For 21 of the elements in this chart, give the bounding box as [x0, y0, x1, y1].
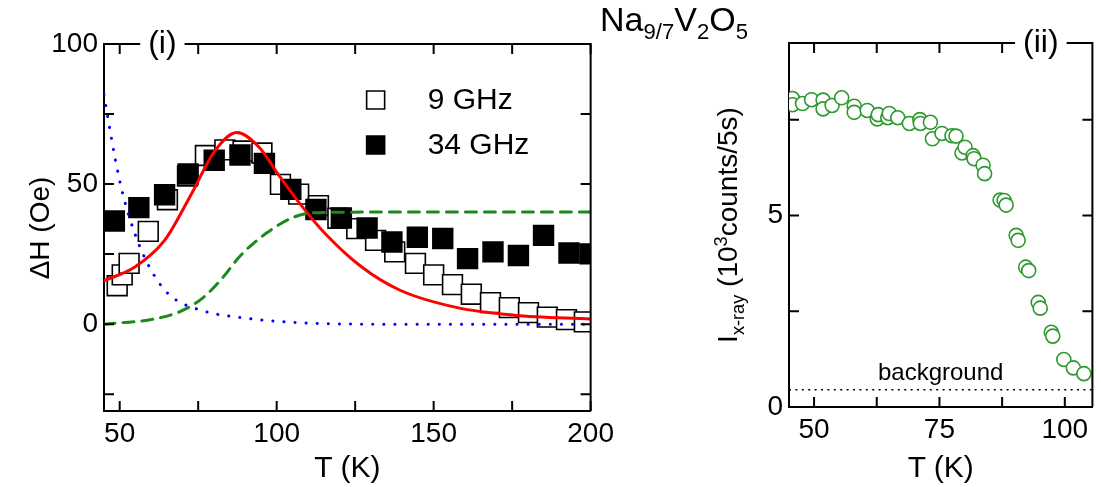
annotation: (ii): [1023, 22, 1059, 59]
x-tick-label: 150: [410, 416, 458, 448]
y-tick-label: 5: [767, 198, 783, 230]
y-axis-title: ΔH (Oe): [24, 176, 56, 279]
text: Na$_{9/7}$V$_{2}$O$_{5}$: [600, 0, 748, 45]
x-tick-label: 200: [567, 416, 614, 448]
x-tick-label: 50: [798, 412, 830, 444]
x-tick-label: 75: [923, 412, 956, 444]
y-tick-label: 0: [82, 306, 98, 338]
x-axis-title: T (K): [314, 450, 381, 484]
y-tick-label: 100: [51, 26, 98, 58]
x-tick-label: 100: [1041, 412, 1089, 444]
y-tick-label: 50: [66, 166, 98, 198]
y-tick-label: 0: [767, 389, 783, 421]
x-tick-label: 100: [253, 416, 301, 448]
ref-line-label: background: [877, 358, 1004, 386]
x-tick-label: 50: [104, 416, 136, 448]
legend-label: 9 GHz: [427, 82, 513, 116]
annotation: (i): [148, 23, 177, 60]
x-axis-title: T (K): [907, 450, 974, 484]
legend-label: 34 GHz: [427, 127, 530, 161]
